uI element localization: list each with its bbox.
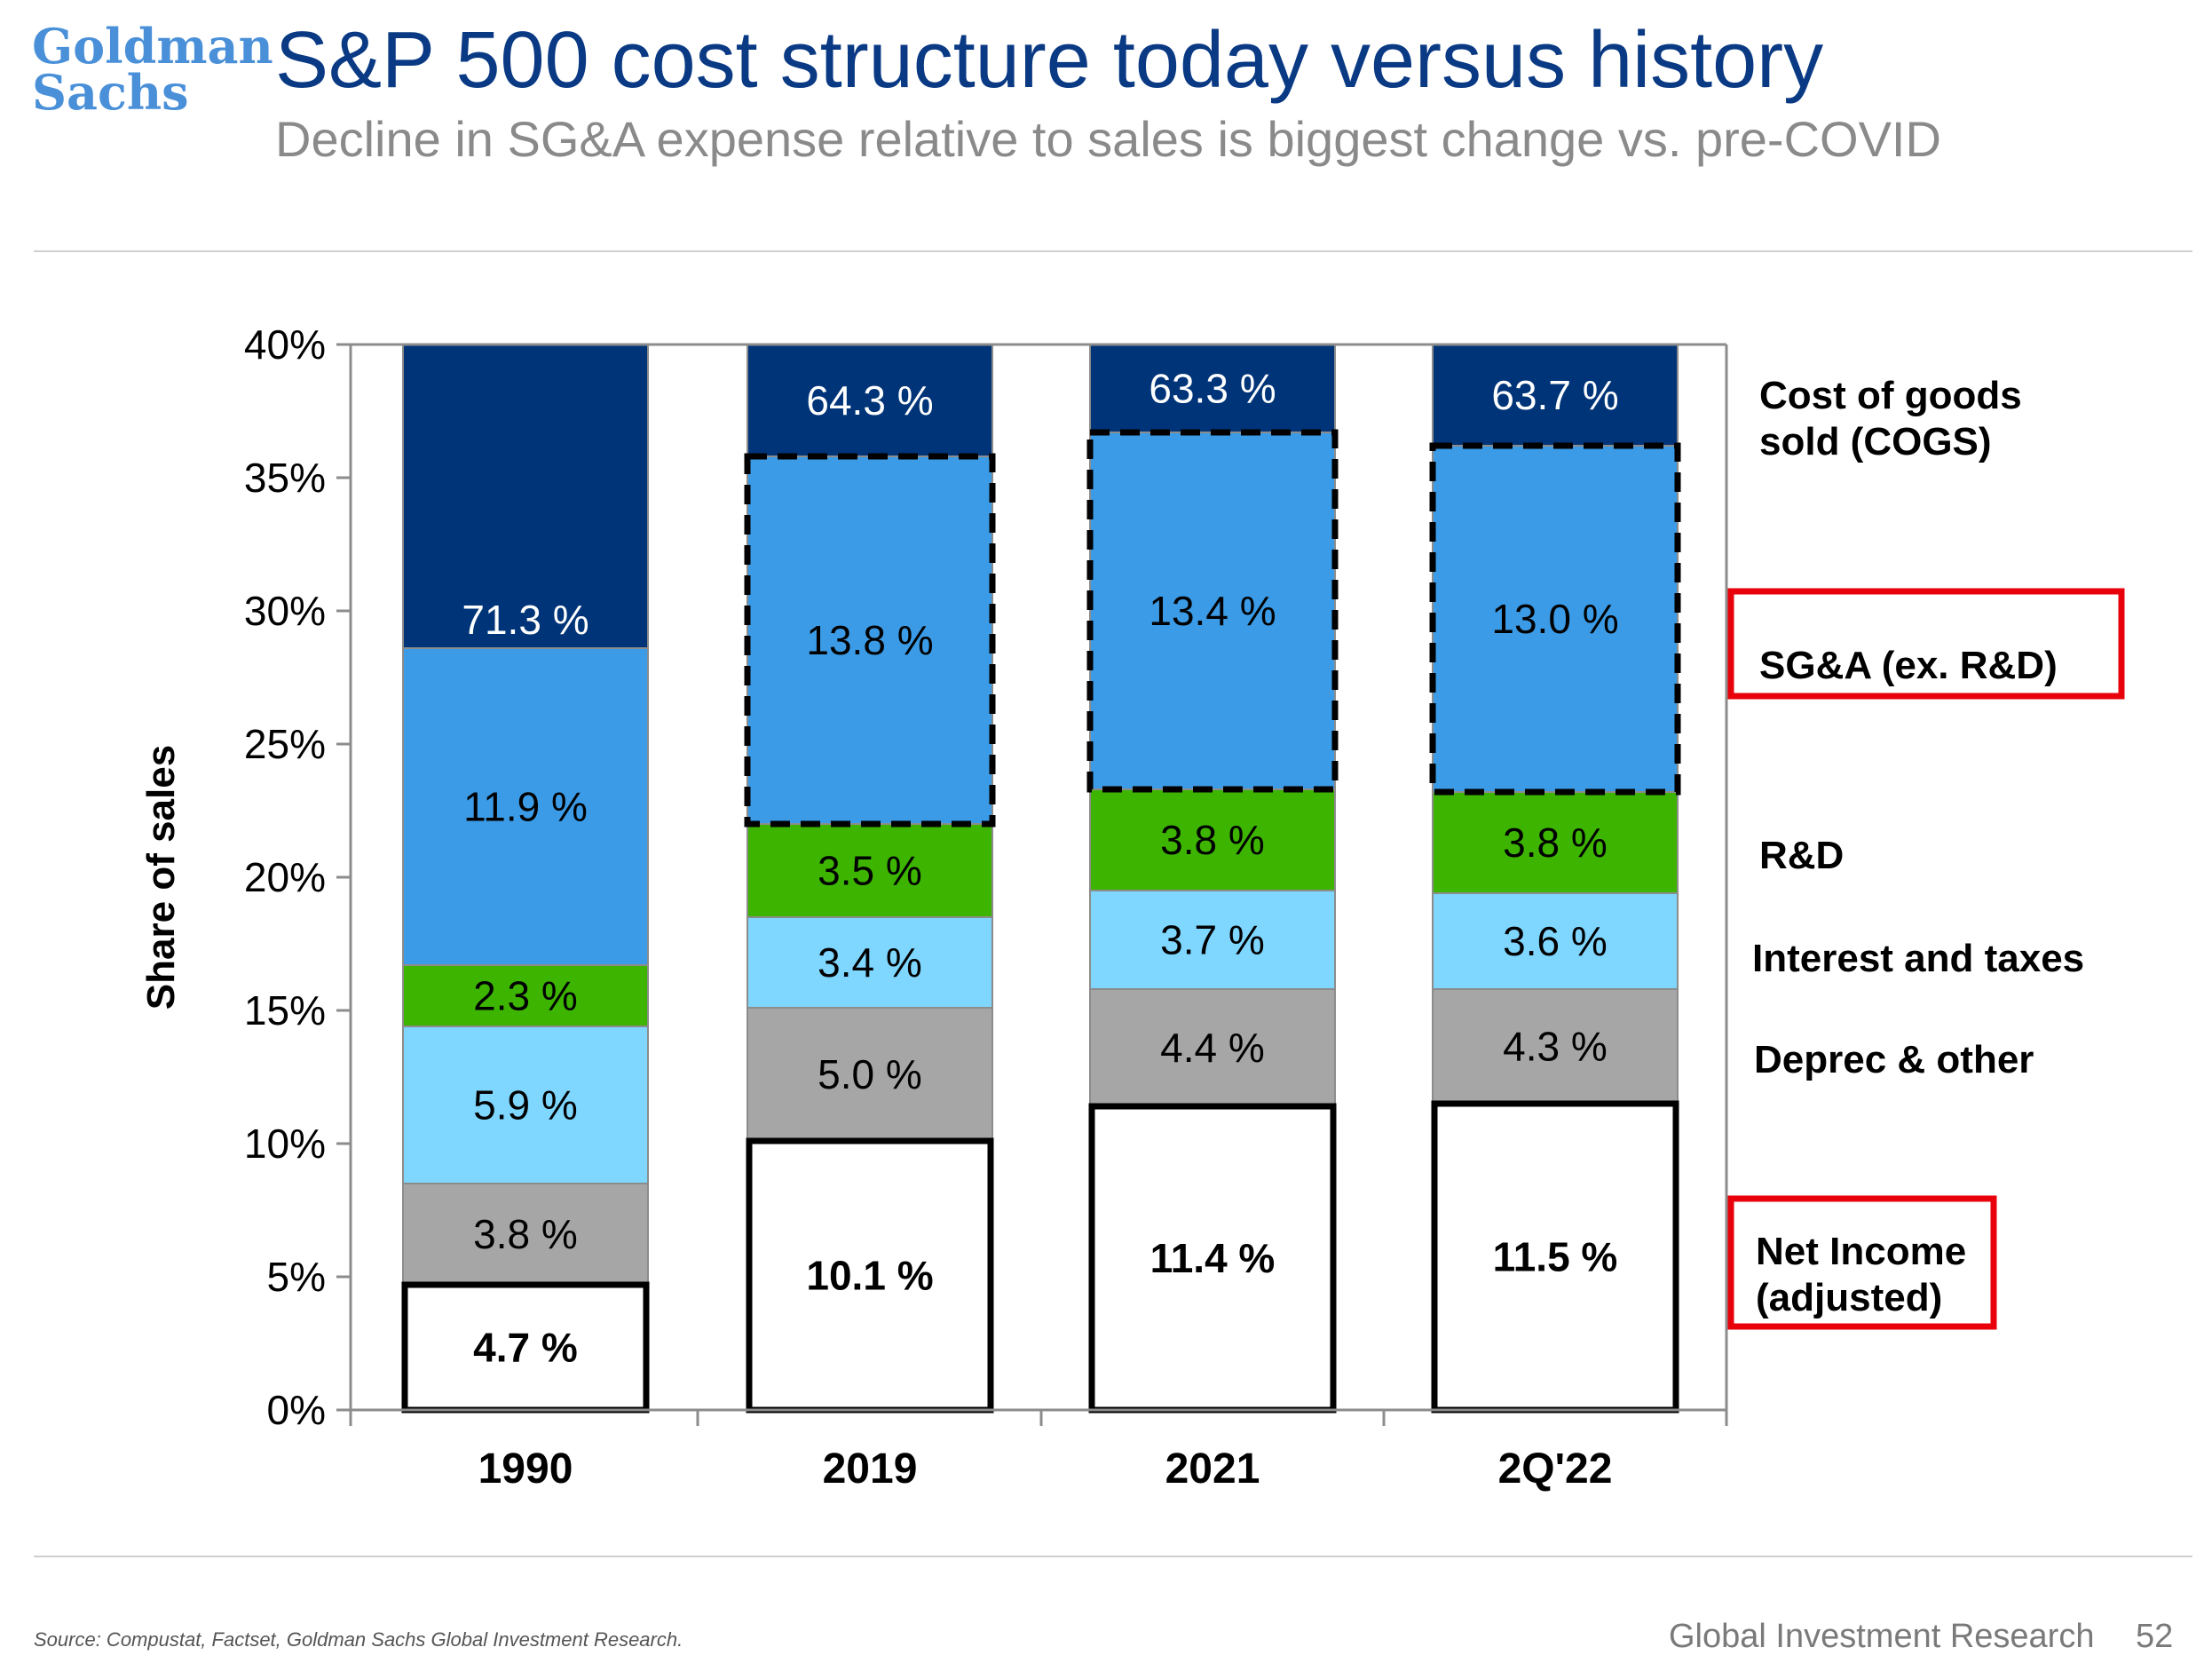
annotation-sga-3 [1429,442,1681,796]
y-tick-label-6: 30% [244,588,326,634]
data-label-sga-0: 11.9 % [463,784,588,830]
data-label-deprec_other-3: 4.3 % [1503,1024,1608,1070]
data-label-sga-3: 13.0 % [1491,596,1618,642]
legend-label-net_income-0: Net Income [1756,1230,1966,1273]
y-tick-label-4: 20% [244,854,326,900]
data-label-rd-2: 3.8 % [1160,817,1265,863]
footer-brand: Global Investment Research [1669,1618,2095,1655]
y-tick-label-2: 10% [244,1121,326,1167]
page-subtitle: Decline in SG&A expense relative to sale… [275,111,1941,167]
annotation-sga-1 [744,453,996,828]
data-label-cogs-3: 63.7 % [1491,372,1618,418]
legend-label-cogs-0: Cost of goods [1759,374,2022,417]
bar-net_income-3 [1432,1103,1679,1411]
y-tick-label-7: 35% [244,455,326,501]
x-tick-label-2: 2021 [1165,1445,1260,1493]
data-label-deprec_other-0: 3.8 % [473,1211,578,1257]
bar-deprec_other-2 [1089,988,1336,1107]
data-label-interest_taxes-3: 3.6 % [1503,918,1608,964]
data-label-interest_taxes-2: 3.7 % [1160,917,1265,963]
legend-label-rd-0: R&D [1759,834,1844,877]
bar-interest_taxes-3 [1432,892,1679,990]
data-label-net_income-2: 11.4 % [1150,1235,1276,1281]
data-label-deprec_other-2: 4.4 % [1160,1025,1265,1071]
y-tick-label-3: 15% [244,987,326,1033]
data-label-rd-3: 3.8 % [1503,820,1608,866]
x-tick-label-0: 1990 [478,1445,573,1493]
data-label-interest_taxes-0: 5.9 % [473,1082,578,1129]
y-tick-label-8: 40% [244,321,326,368]
top-divider [34,250,2192,252]
data-label-net_income-1: 10.1 % [806,1253,933,1299]
bar-cogs-3 [1432,344,1679,447]
legend-label-sga-0: SG&A (ex. R&D) [1759,644,2058,687]
legend-label-cogs-1: sold (COGS) [1759,420,1992,463]
bar-rd-2 [1089,788,1336,891]
y-tick-label-5: 25% [244,721,326,767]
logo-line-2: Sachs [32,64,189,121]
legend-highlight-net_income [1727,1195,1997,1330]
bar-cogs-2 [1089,344,1336,433]
y-tick-label-0: 0% [267,1387,326,1433]
bar-net_income-0 [402,1284,649,1411]
x-tick-label-3: 2Q'22 [1498,1445,1613,1493]
bar-rd-1 [747,823,993,918]
bar-sga-2 [1089,432,1336,790]
bar-net_income-2 [1089,1105,1336,1411]
legend-highlight-sga [1727,588,2125,700]
bar-sga-1 [747,455,993,825]
bar-sga-0 [402,647,649,966]
data-label-cogs-2: 63.3 % [1149,366,1276,412]
data-label-sga-2: 13.4 % [1149,588,1276,634]
bar-rd-0 [402,964,649,1027]
data-label-cogs-0: 71.3 % [462,597,589,643]
bar-cogs-1 [747,344,993,457]
x-tick-label-1: 2019 [823,1445,918,1493]
logo-line-1: Goldman [32,18,273,75]
bar-interest_taxes-1 [747,916,993,1009]
bar-sga-3 [1432,445,1679,793]
data-label-deprec_other-1: 5.0 % [818,1051,922,1097]
bar-net_income-1 [747,1140,993,1411]
data-label-net_income-0: 4.7 % [473,1325,578,1371]
data-label-sga-1: 13.8 % [806,617,933,663]
data-label-net_income-3: 11.5 % [1493,1234,1618,1280]
y-axis-title: Share of sales [139,745,183,1010]
page-number: 52 [2136,1618,2174,1655]
source-note: Source: Compustat, Factset, Goldman Sach… [34,1628,683,1651]
bar-deprec_other-0 [402,1183,649,1286]
legend-label-interest_taxes-0: Interest and taxes [1752,937,2084,980]
page-title: S&P 500 cost structure today versus hist… [275,16,1824,105]
data-label-rd-1: 3.5 % [818,848,922,894]
annotation-sga-2 [1086,429,1339,793]
legend-label-deprec_other-0: Deprec & other [1754,1038,2034,1081]
goldman-sachs-logo: Goldman Sachs [32,18,273,121]
bottom-divider [34,1556,2192,1557]
data-label-rd-0: 2.3 % [473,973,578,1019]
bar-rd-3 [1432,791,1679,894]
y-tick-label-1: 5% [267,1254,326,1300]
legend-label-net_income-1: (adjusted) [1756,1276,1942,1319]
bar-interest_taxes-0 [402,1026,649,1184]
data-label-cogs-1: 64.3 % [806,377,933,424]
bar-deprec_other-3 [1432,988,1679,1105]
data-label-interest_taxes-1: 3.4 % [818,939,922,986]
